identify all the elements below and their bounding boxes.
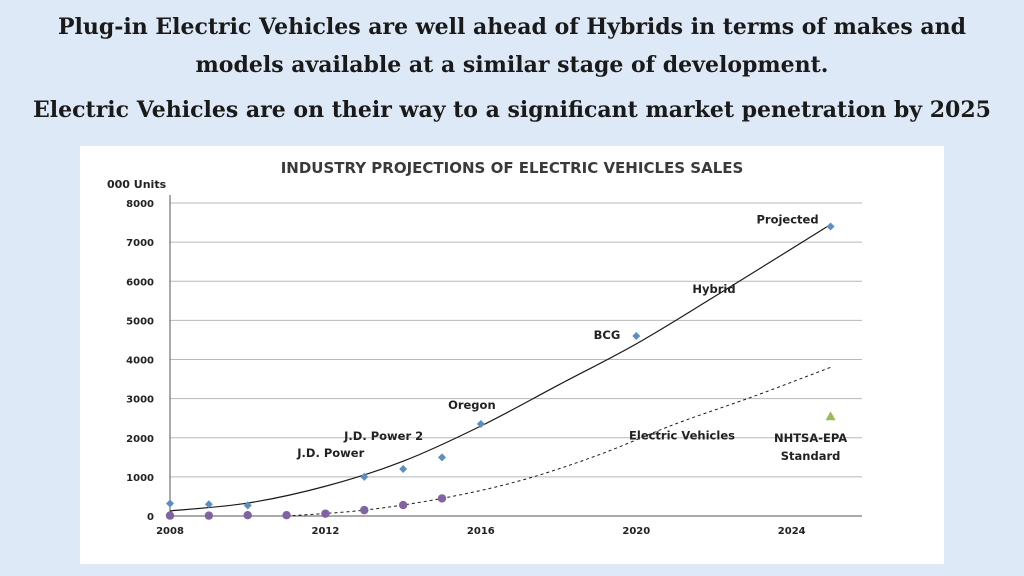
x-tick-label: 2016	[467, 526, 495, 537]
y-tick-label: 7000	[126, 238, 154, 249]
ev-point	[321, 509, 330, 518]
y-tick-label: 5000	[126, 316, 154, 327]
annotations: Projected Hybrid BCG Oregon J.D. Power 2 J.D.…	[296, 212, 847, 463]
annotation-nhtsa-epa: NHTSA-EPA	[774, 431, 847, 445]
standard-point	[825, 411, 836, 421]
y-tick-label: 8000	[126, 199, 154, 210]
slide-title: Plug-in Electric Vehicles are well ahead…	[0, 8, 1024, 84]
chart-panel: INDUSTRY PROJECTIONS OF ELECTRIC VEHICLE…	[80, 146, 944, 564]
hybrid-point	[476, 420, 485, 429]
grid	[170, 202, 862, 517]
slide-subtitle: Electric Vehicles are on their way to a …	[33, 97, 991, 123]
annotation-hybrid: Hybrid	[692, 282, 735, 296]
hybrid-point	[243, 501, 252, 510]
annotation-oregon: Oregon	[448, 398, 496, 412]
y-tick-label: 1000	[126, 473, 154, 484]
y-tick-label: 4000	[126, 356, 154, 367]
ev-point	[282, 511, 291, 520]
hybrid-trend-curve	[169, 224, 831, 512]
projection-chart: INDUSTRY PROJECTIONS OF ELECTRIC VEHICLE…	[107, 159, 862, 537]
annotation-bcg: BCG	[594, 328, 621, 342]
chart-title: INDUSTRY PROJECTIONS OF ELECTRIC VEHICLE…	[281, 159, 744, 177]
hybrid-point	[360, 472, 369, 481]
y-tick-label: 3000	[126, 395, 154, 406]
ev-point	[204, 511, 214, 520]
y-tick-label: 0	[147, 512, 154, 523]
y-tick-label: 2000	[126, 434, 154, 445]
slide-title-line-2: models available at a similar stage of d…	[195, 52, 829, 78]
ev-point	[243, 511, 252, 520]
ev-point	[437, 494, 447, 503]
hybrid-point	[399, 465, 408, 474]
annotation-projected: Projected	[756, 212, 818, 226]
x-tick-label: 2012	[312, 526, 340, 537]
slide-title-line-1: Plug-in Electric Vehicles are well ahead…	[57, 14, 967, 40]
hybrid-point	[438, 453, 446, 462]
ev-point	[398, 500, 408, 510]
data-points	[165, 222, 836, 520]
trend-curves	[169, 224, 831, 517]
annotation-j-d-power: J.D. Power	[296, 446, 364, 460]
ev-point	[360, 505, 369, 515]
ev-point	[165, 511, 175, 520]
annotation-standard: Standard	[781, 449, 841, 463]
annotation-electric-vehicles: Electric Vehicles	[629, 429, 735, 443]
hybrid-point	[204, 500, 213, 509]
x-tick-label: 2020	[622, 526, 650, 537]
y-axis-unit-label: 000 Units	[107, 178, 167, 191]
y-tick-label: 6000	[126, 277, 154, 288]
hybrid-point	[632, 332, 641, 341]
axes: 0 1000 2000 3000 4000 5000 6000 7000 8000 2008 201…	[126, 195, 862, 537]
hybrid-point	[826, 222, 835, 231]
ev-trend-curve	[286, 366, 831, 517]
x-tick-label: 2024	[778, 526, 806, 537]
hybrid-point	[166, 499, 174, 508]
x-tick-label: 2008	[156, 526, 184, 537]
annotation-j-d-power-2: J.D. Power 2	[343, 429, 423, 443]
